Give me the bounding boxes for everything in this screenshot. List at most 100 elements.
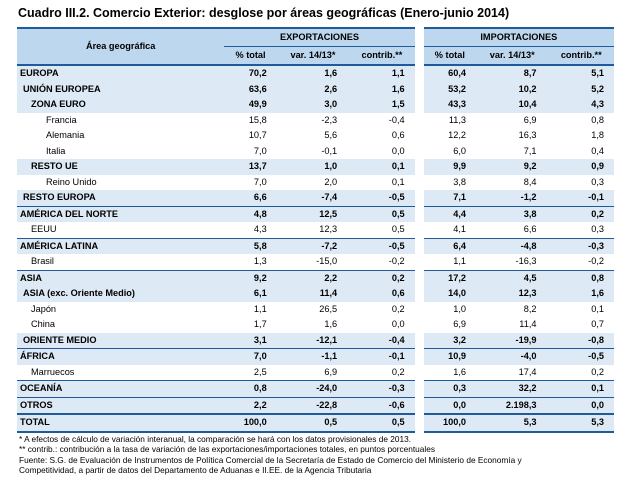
column-gap [414,238,424,254]
exports-var-cell: -22,8 [276,396,350,414]
area-name-cell: ASIA [17,269,225,286]
exports-contrib-cell: -0,5 [349,190,415,206]
column-gap [414,143,424,159]
exports-pct-total-header: % total [224,46,277,66]
column-gap [414,270,424,286]
footnote-contribution: ** contrib.: contribución a la tasa de v… [19,444,436,455]
imports-contrib-cell: 0,1 [591,303,604,314]
exports-contrib-cell: 0,2 [349,269,415,286]
exports-pct-total-cell: 15,8 [248,114,267,125]
imports-var-cell: 8,7 [476,65,549,82]
imports-var-cell: 12,3 [476,286,549,302]
exports-var-cell: 1,0 [276,159,350,175]
imports-var-cell: -16,3 [515,256,537,266]
column-gap [414,364,424,381]
imports-contrib-cell: 0,9 [548,159,614,175]
area-name-cell: RESTO EUROPA [17,190,225,206]
imports-contrib-cell: 0,2 [548,205,614,222]
column-gap [414,159,424,175]
imports-contrib-cell: -0,5 [548,348,614,365]
exports-pct-total-cell: 3,1 [224,332,277,349]
area-name-cell: Italia [46,145,66,156]
column-gap [414,97,424,113]
exports-var-cell: 12,3 [319,224,338,234]
imports-contrib-cell: 5,2 [548,81,614,97]
exports-contrib-cell: 0,2 [391,366,405,377]
exports-var-cell: 3,0 [276,97,350,113]
exports-pct-total-cell: 7,0 [253,176,267,187]
column-gap [414,301,424,317]
exports-pct-total-cell: 70,2 [224,65,277,82]
table-row: ÁFRICA 7,0 -1,1 -0,1 10,9 -4,0 -0,5 [17,348,614,365]
table-row: ASIA 9,2 2,2 0,2 17,2 4,5 0,8 [17,269,614,286]
exports-pct-total-cell: 4,3 [253,224,267,234]
table-row: AMÉRICA DEL NORTE 4,8 12,5 0,5 4,4 3,8 0,2 [17,205,614,222]
table-title: Cuadro III.2. Comercio Exterior: desglos… [18,6,510,20]
imports-pct-total-cell: 4,4 [423,205,477,222]
column-gap [414,28,424,47]
table-row: Brasil 1,3 -15,0 -0,2 1,1 -16,3 -0,2 [17,254,614,270]
exports-contrib-cell: 1,6 [349,81,415,97]
area-name-cell: EUROPA [17,65,225,82]
table-row: ASIA (exc. Oriente Medio) 6,1 11,4 0,6 14,0 1… [17,286,614,302]
column-gap [414,206,424,222]
imports-var-cell: 16,3 [518,130,537,140]
exports-contrib-cell: -0,3 [349,380,415,397]
exports-pct-total-cell: 1,1 [253,303,267,314]
table-row: Japón 1,1 26,5 0,2 1,0 8,2 0,1 [17,301,614,317]
imports-pct-total-cell: 0,3 [423,380,477,397]
exports-var-cell: 26,5 [319,303,338,314]
imports-pct-total-cell: 17,2 [423,269,477,286]
table-row: ORIENTE MEDIO 3,1 -12,1 -0,4 3,2 -19,9 -0,8 [17,332,614,349]
area-name-cell: OCEANÍA [17,380,225,397]
table-row: RESTO UE 13,7 1,0 0,1 9,9 9,2 0,9 [17,159,614,175]
imports-contrib-cell: -0,8 [548,332,614,349]
table-row: RESTO EUROPA 6,6 -7,4 -0,5 7,1 -1,2 -0,1 [17,190,614,206]
imports-pct-total-cell: 1,6 [453,366,467,377]
table-row: Marruecos 2,5 6,9 0,2 1,6 17,4 0,2 [17,364,614,381]
exports-contrib-cell: 0,6 [349,286,415,302]
table-row: OTROS 2,2 -22,8 -0,6 0,0 2.198,3 0,0 [17,396,614,414]
imports-pct-total-cell: 1,1 [453,256,467,266]
column-gap [414,254,424,270]
total-exports-contrib: 0,5 [349,413,415,433]
area-name-cell: Alemania [46,130,85,140]
area-name-cell: OTROS [17,396,225,414]
table-row: EEUU 4,3 12,3 0,5 4,1 6,6 0,3 [17,222,614,238]
exports-contrib-cell: -0,5 [349,237,415,254]
area-name-cell: AMÉRICA DEL NORTE [17,205,225,222]
exports-pct-total-cell: 9,2 [224,269,277,286]
imports-contrib-cell: -0,2 [588,256,604,266]
imports-var-header: var. 14/13* [476,46,549,66]
exports-var-cell: -0,1 [321,145,338,156]
exports-var-cell: -12,1 [276,332,350,349]
source-note-continued: Competitividad, a partir de datos del De… [19,465,372,476]
imports-pct-total-cell: 7,1 [423,190,477,206]
imports-var-cell: 11,4 [519,319,537,329]
table-row: EUROPA 70,2 1,6 1,1 60,4 8,7 5,1 [17,65,614,82]
imports-contrib-cell: 1,8 [591,130,604,140]
imports-contrib-header: contrib.** [548,46,614,66]
exports-pct-total-cell: 7,0 [224,348,277,365]
area-name-cell: Japón [31,303,57,314]
area-name-cell: Brasil [31,256,54,266]
imports-contrib-cell: 0,1 [548,380,614,397]
exports-var-cell: -7,2 [276,237,350,254]
imports-var-cell: -19,9 [476,332,549,349]
column-gap [414,317,424,333]
exports-contrib-cell: 0,1 [391,176,405,187]
exports-var-cell: 2,6 [276,81,350,97]
imports-group-header: IMPORTACIONES [423,27,614,47]
exports-contrib-cell: -0,4 [349,332,415,349]
imports-contrib-cell: 0,4 [591,145,604,156]
imports-contrib-cell: 0,3 [591,224,604,234]
imports-var-cell: -4,8 [476,237,549,254]
imports-var-cell: 8,2 [523,303,537,314]
column-gap [414,222,424,238]
exports-var-cell: 1,6 [324,319,338,329]
imports-var-cell: 17,4 [518,366,537,377]
footnotes: * A efectos de cálculo de variación inte… [19,434,619,476]
area-name-cell: ORIENTE MEDIO [17,332,225,349]
imports-var-cell: 8,4 [523,176,537,187]
exports-pct-total-cell: 6,1 [224,286,277,302]
